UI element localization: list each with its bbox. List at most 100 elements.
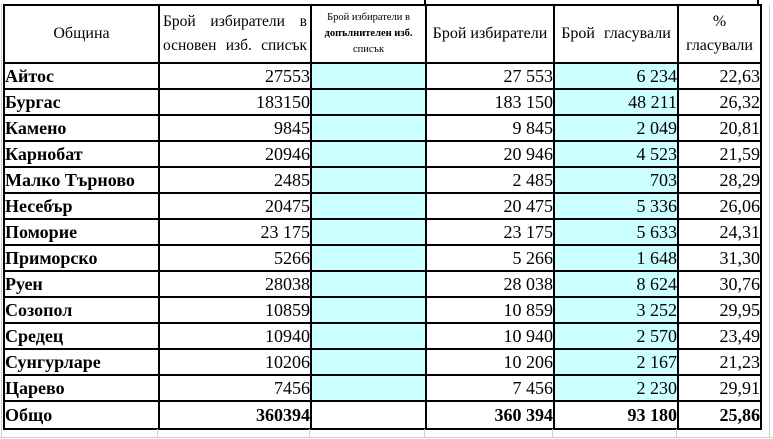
municipality-cell: Айтос	[3, 62, 160, 90]
pct-cell: 23,49	[677, 322, 762, 350]
municipality-cell: Руен	[3, 270, 160, 298]
voters-cell: 10 206	[425, 348, 555, 376]
main-list-cell: 5266	[158, 244, 312, 272]
pct-cell: 21,23	[677, 348, 762, 376]
voted-cell: 8 624	[553, 270, 679, 298]
table-row: Сунгурларе 10206 10 206 2 167 21,23	[3, 348, 762, 376]
header-line: Брой избиратели в	[327, 12, 410, 24]
main-list-cell: 183150	[158, 88, 312, 116]
municipality-cell: Карнобат	[3, 140, 160, 168]
pct-cell: 24,31	[677, 218, 762, 246]
voted-cell: 3 252	[553, 296, 679, 324]
header-line: %	[712, 13, 727, 30]
col-header-voters: Брой избиратели	[425, 4, 555, 64]
additional-list-cell	[310, 166, 427, 194]
table-row: Бургас 183150 183 150 48 211 26,32	[3, 88, 762, 116]
gridline	[552, 429, 553, 437]
total-voted-cell: 93 180	[553, 400, 679, 430]
main-list-cell: 10206	[158, 348, 312, 376]
municipality-cell: Поморие	[3, 218, 160, 246]
main-list-cell: 9845	[158, 114, 312, 142]
additional-list-cell	[310, 244, 427, 272]
gridline	[424, 429, 425, 437]
voted-cell: 4 523	[553, 140, 679, 168]
pct-cell: 31,30	[677, 244, 762, 272]
col-header-main-list: Брой избиратели в основен изб. списък	[158, 4, 312, 64]
municipality-cell: Бургас	[3, 88, 160, 116]
pct-cell: 29,95	[677, 296, 762, 324]
table-row: Несебър 20475 20 475 5 336 26,06	[3, 192, 762, 220]
pct-cell: 30,76	[677, 270, 762, 298]
additional-list-cell	[310, 140, 427, 168]
voters-cell: 10 940	[425, 322, 555, 350]
voted-cell: 5 336	[553, 192, 679, 220]
voters-cell: 7 456	[425, 374, 555, 402]
voters-cell: 2 485	[425, 166, 555, 194]
total-pct-cell: 25,86	[677, 400, 762, 430]
voted-cell: 6 234	[553, 62, 679, 90]
col-header-additional-list: Брой избиратели в допълнителен изб. спис…	[310, 4, 427, 64]
municipality-cell: Малко Търново	[3, 166, 160, 194]
col-header-voted: Брой гласували	[553, 4, 679, 64]
pct-cell: 26,06	[677, 192, 762, 220]
pct-cell: 29,91	[677, 374, 762, 402]
voted-cell: 48 211	[553, 88, 679, 116]
table-body: Айтос 27553 27 553 6 234 22,63 Бургас 183150 18…	[3, 62, 762, 402]
col-header-pct: % гласували	[677, 4, 762, 64]
table-row: Царево 7456 7 456 2 230 29,91	[3, 374, 762, 402]
col-header-municipality: Община	[3, 4, 160, 64]
total-voters-cell: 360 394	[425, 400, 555, 430]
main-list-cell: 27553	[158, 62, 312, 90]
municipality-cell: Созопол	[3, 296, 160, 324]
voted-cell: 2 167	[553, 348, 679, 376]
main-list-cell: 7456	[158, 374, 312, 402]
municipality-cell: Сунгурларе	[3, 348, 160, 376]
additional-list-cell	[310, 62, 427, 90]
main-list-cell: 23 175	[158, 218, 312, 246]
header-line: Брой избиратели в	[163, 12, 307, 30]
voters-cell: 10 859	[425, 296, 555, 324]
gridline	[1, 4, 2, 437]
table-row: Поморие 23 175 23 175 5 633 24,31	[3, 218, 762, 246]
table-row: Камено 9845 9 845 2 049 20,81	[3, 114, 762, 142]
voted-cell: 2 570	[553, 322, 679, 350]
gridline	[157, 429, 158, 437]
table-row: Карнобат 20946 20 946 4 523 21,59	[3, 140, 762, 168]
pct-cell: 22,63	[677, 62, 762, 90]
municipality-cell: Приморско	[3, 244, 160, 272]
additional-list-cell	[310, 270, 427, 298]
table-row: Приморско 5266 5 266 1 648 31,30	[3, 244, 762, 272]
voters-cell: 20 946	[425, 140, 555, 168]
pct-cell: 28,29	[677, 166, 762, 194]
main-list-cell: 28038	[158, 270, 312, 298]
voted-cell: 2 230	[553, 374, 679, 402]
voters-cell: 28 038	[425, 270, 555, 298]
main-list-cell: 2485	[158, 166, 312, 194]
total-row: Общо 360394 360 394 93 180 25,86	[3, 400, 762, 430]
voters-cell: 9 845	[425, 114, 555, 142]
header-row: Община Брой избиратели в основен изб. сп…	[3, 4, 762, 64]
total-label-cell: Общо	[3, 400, 160, 430]
voted-cell: 5 633	[553, 218, 679, 246]
main-list-cell: 10859	[158, 296, 312, 324]
additional-list-cell	[310, 348, 427, 376]
municipality-cell: Средец	[3, 322, 160, 350]
additional-list-cell	[310, 192, 427, 220]
main-list-cell: 20475	[158, 192, 312, 220]
gridline	[769, 4, 770, 438]
pct-cell: 26,32	[677, 88, 762, 116]
total-additional-list-cell	[310, 400, 427, 430]
cropped-row-divider	[757, 0, 759, 5]
municipality-cell: Царево	[3, 374, 160, 402]
total-main-list-cell: 360394	[158, 400, 312, 430]
main-list-cell: 10940	[158, 322, 312, 350]
voters-cell: 20 475	[425, 192, 555, 220]
table-row: Малко Търново 2485 2 485 703 28,29	[3, 166, 762, 194]
header-line: основен изб. списък	[163, 37, 307, 54]
header-line: списък	[352, 43, 385, 55]
gridline	[0, 437, 773, 438]
election-results-table: Община Брой избиратели в основен изб. сп…	[3, 4, 762, 430]
main-list-cell: 20946	[158, 140, 312, 168]
table-row: Созопол 10859 10 859 3 252 29,95	[3, 296, 762, 324]
